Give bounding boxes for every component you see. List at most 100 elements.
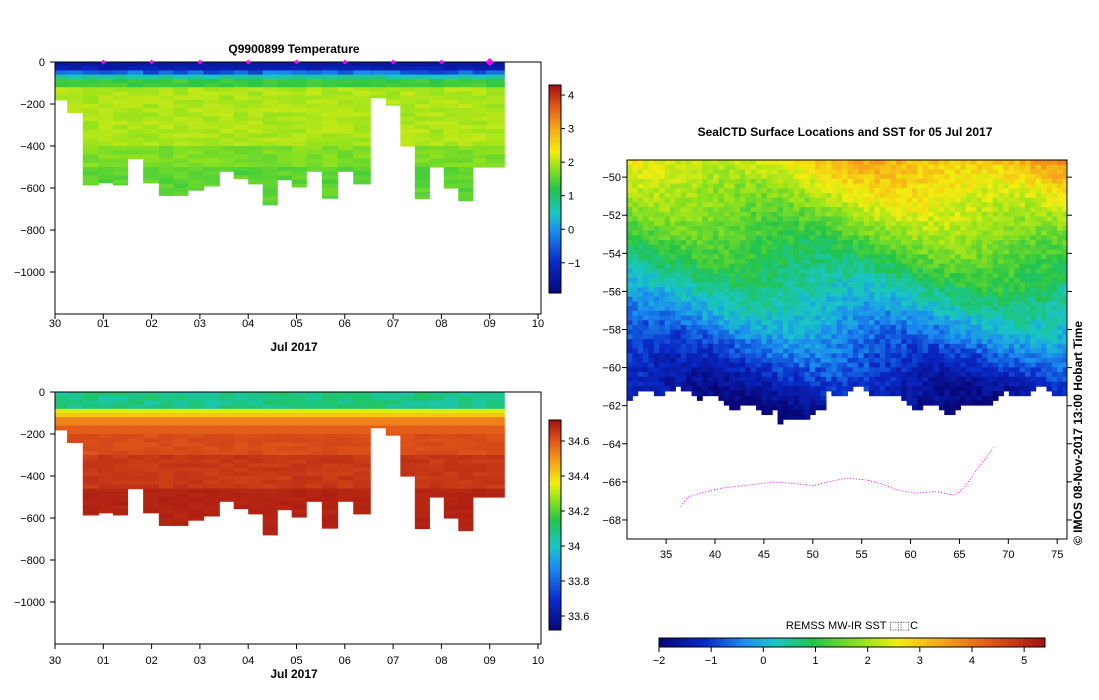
sst-cell [729, 197, 736, 203]
sst-cell [739, 310, 746, 317]
section-cell [414, 408, 430, 414]
section-cell [262, 497, 278, 502]
sst-cell [863, 353, 870, 359]
sst-cell [842, 367, 848, 373]
sst-cell [836, 183, 843, 189]
section-cell [127, 141, 144, 147]
sst-cell [750, 197, 757, 203]
sst-cell [912, 249, 918, 255]
sst-cell [815, 202, 822, 208]
sst-cell [955, 268, 961, 274]
section-cell [400, 471, 416, 477]
sst-cell [772, 367, 779, 373]
sst-cell [869, 282, 875, 288]
section-cell [203, 421, 220, 427]
section-cell [321, 459, 339, 464]
sst-cell [922, 287, 929, 293]
sst-cell [648, 221, 655, 227]
sst-cell [842, 334, 848, 340]
sst-cell [836, 244, 843, 251]
sst-cell [863, 268, 870, 274]
sst-cell [761, 386, 768, 392]
sst-cell [761, 192, 768, 199]
section-cell [143, 492, 160, 498]
sst-cell [831, 240, 838, 246]
sst-cell [632, 372, 639, 378]
sst-cell [928, 169, 935, 175]
section-cell [443, 488, 459, 494]
sst-cell [766, 381, 773, 387]
sst-cell [653, 240, 660, 246]
section-cell [353, 150, 371, 155]
section-cell [443, 175, 459, 181]
sst-cell [718, 263, 725, 269]
sst-cell [734, 362, 741, 368]
sst-cell [901, 221, 908, 227]
sst-cell [782, 225, 789, 232]
sst-cell [815, 376, 822, 383]
section-cell [203, 171, 220, 176]
sst-cell [938, 353, 945, 359]
sst-cell [912, 244, 918, 251]
section-cell [143, 158, 160, 164]
section-cell [158, 171, 174, 176]
section-cell [414, 467, 430, 473]
sst-cell [686, 225, 693, 232]
sst-cell [675, 249, 682, 255]
sst-cell [863, 329, 870, 335]
sst-cell [750, 160, 757, 166]
sst-cell [648, 362, 655, 368]
sst-cell [653, 188, 660, 194]
sst-cell [788, 244, 795, 251]
sst-cell [879, 183, 886, 189]
section-cell [443, 392, 459, 397]
sst-cell [863, 282, 870, 288]
section-cell [291, 408, 307, 414]
sst-cell [627, 169, 633, 175]
sst-cell [938, 282, 945, 288]
section-cell [429, 442, 445, 448]
sst-cell [745, 202, 752, 208]
section-cell [277, 104, 293, 109]
sst-cell [815, 339, 822, 345]
sst-cell [965, 306, 972, 312]
sst-cell [691, 230, 698, 236]
section-cell [67, 91, 84, 97]
section-cell [400, 434, 416, 439]
sst-cell [901, 240, 908, 246]
sst-cell [885, 192, 892, 199]
section-cell [321, 467, 339, 473]
sst-cell [858, 282, 865, 288]
sst-cell [686, 282, 693, 288]
sst-cell [944, 169, 951, 175]
sst-cell [809, 207, 816, 213]
section-cell [414, 137, 430, 143]
section-cell [233, 108, 249, 113]
section-cell [472, 66, 487, 71]
sst-cell [788, 174, 795, 180]
sst-cell [723, 207, 730, 213]
section-cell [98, 87, 114, 92]
section-cell [385, 396, 401, 401]
sst-cell [852, 268, 859, 274]
section-cell [187, 505, 205, 511]
sst-cell [949, 192, 956, 199]
sst-cell [643, 197, 650, 203]
y-tick-label: −400 [20, 471, 45, 483]
section-cell [143, 450, 160, 456]
section-cell [385, 62, 401, 67]
sst-cell [777, 329, 784, 335]
section-cell [291, 87, 307, 92]
sst-cell [799, 405, 805, 411]
sst-cell [653, 273, 660, 279]
sst-cell [766, 225, 773, 232]
sst-cell [949, 376, 956, 383]
sst-cell [922, 221, 929, 227]
sst-cell [847, 258, 854, 265]
sst-cell [734, 225, 741, 232]
sst-cell [643, 367, 650, 373]
sst-cell [664, 320, 671, 326]
sst-cell [885, 235, 892, 241]
sst-cell [643, 315, 650, 321]
sst-cell [885, 225, 892, 232]
